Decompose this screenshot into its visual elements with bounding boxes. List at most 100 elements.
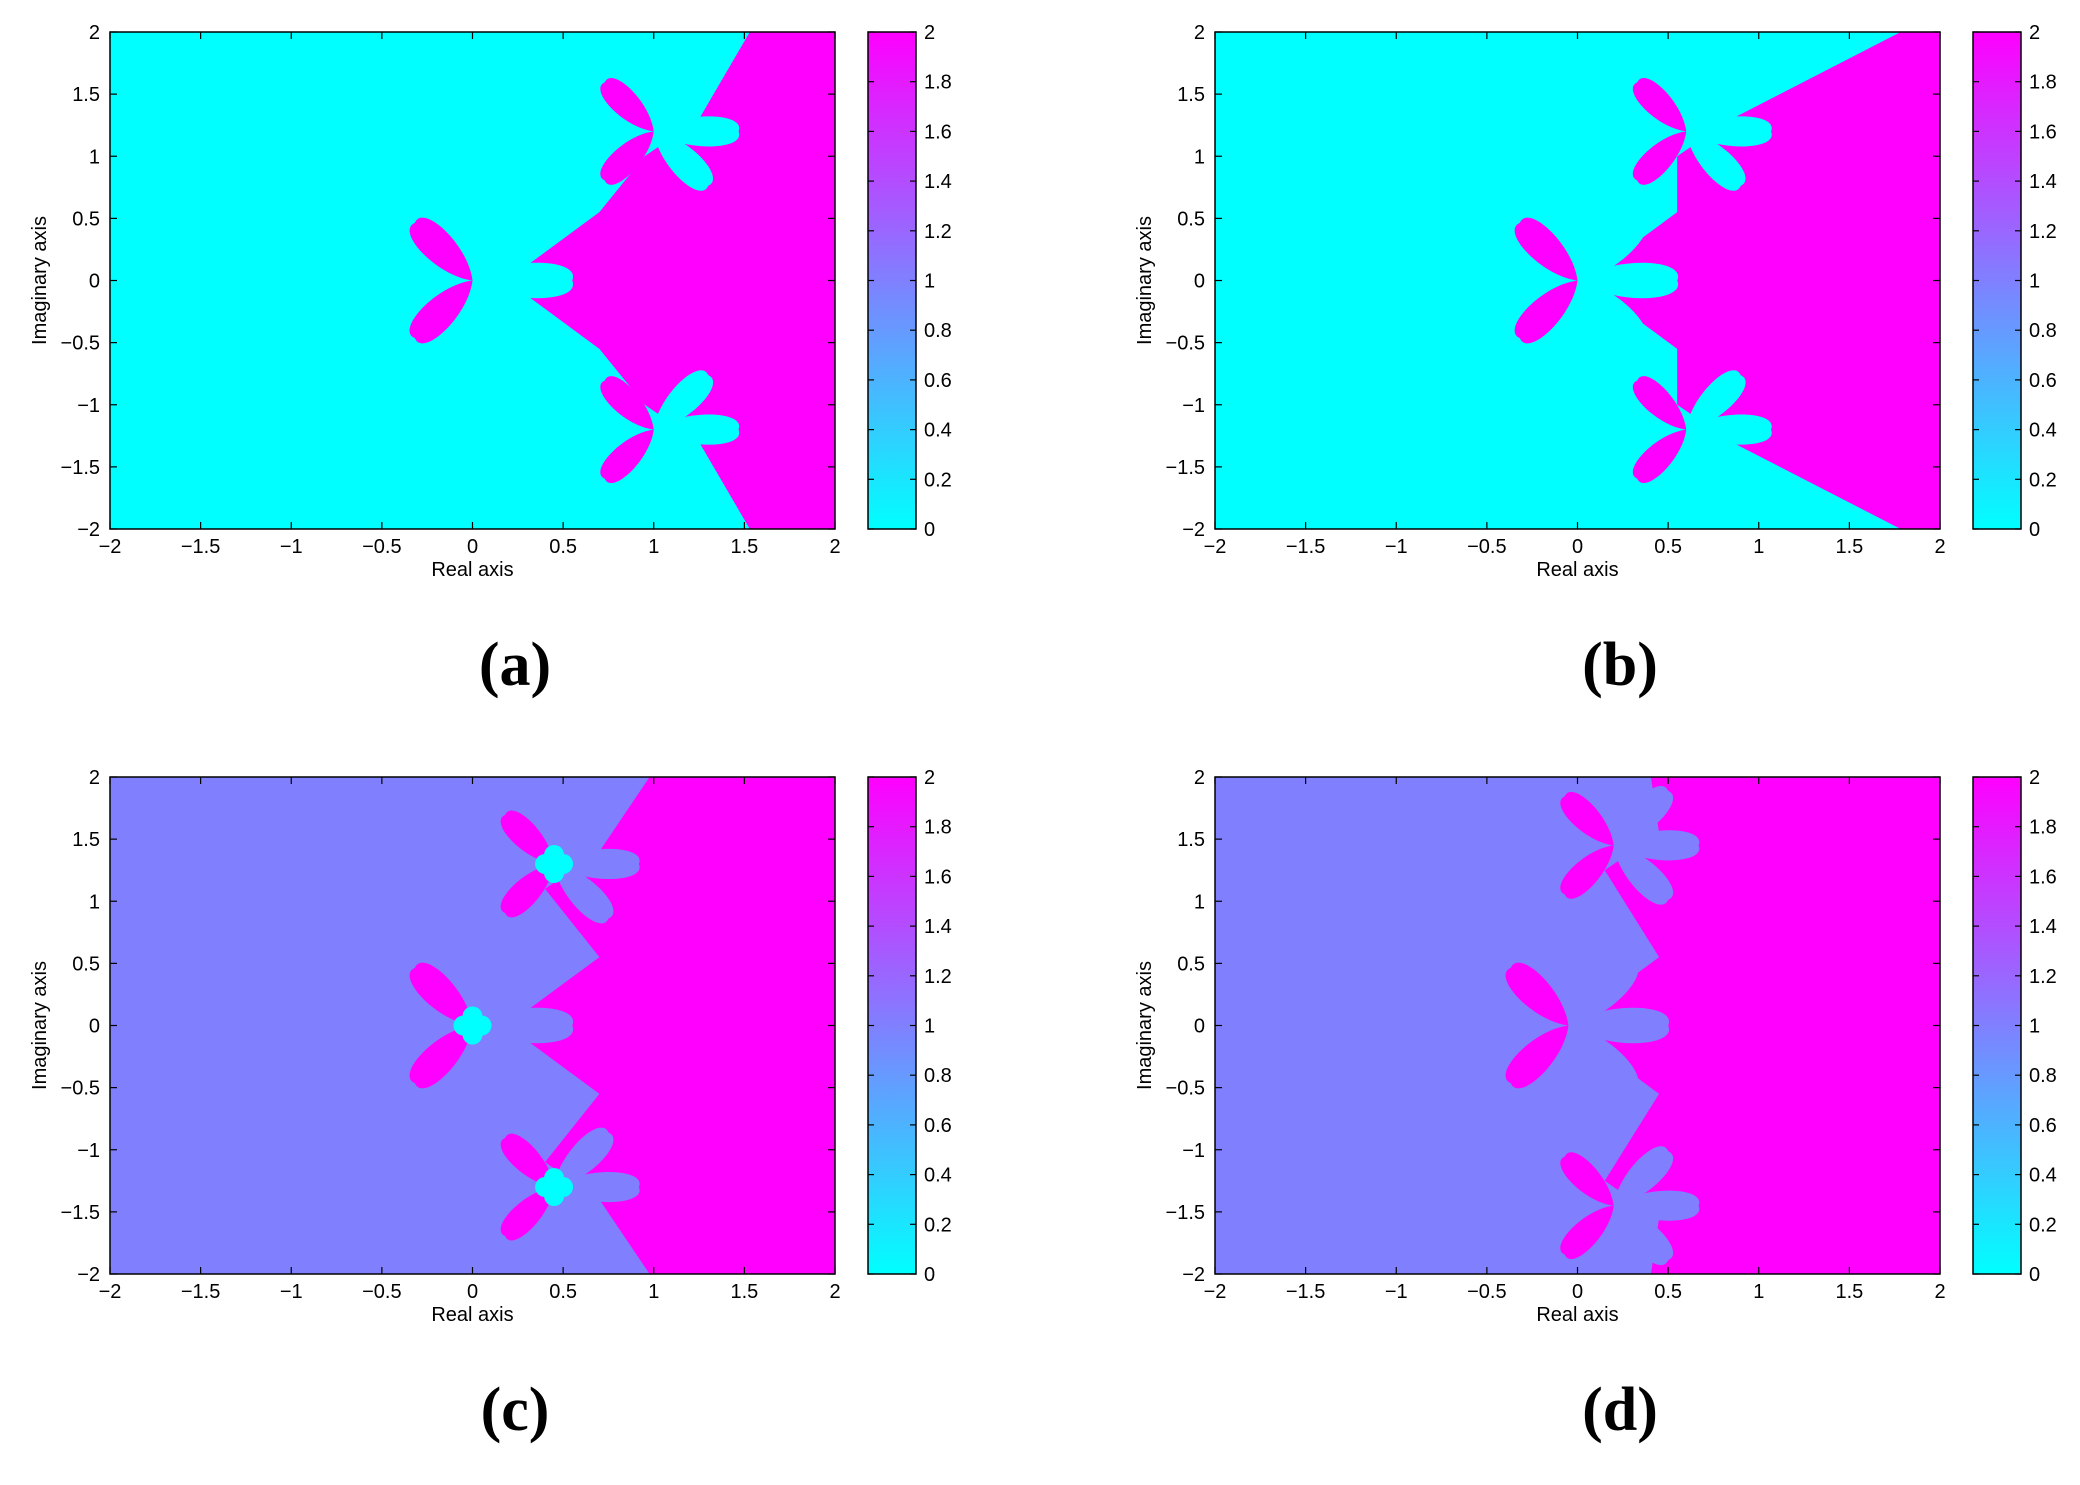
fractal-petal-right-1-2 [1613,830,1700,861]
y-tick-label: −1.5 [61,457,100,479]
colorbar-tick-label: 0 [2029,1264,2040,1286]
fractal-petal-left-2-1 [600,429,654,484]
fractal-petal-left-1-0 [1632,77,1687,132]
colorbar-tick-label: 1.4 [2029,171,2057,193]
heatmap-chart-b: −2 −1.5 −1 −0.5 0 0.5 1 1.5 2 2 1.5 1 0.5 0 −0.5 −1 −1.5… [1134,22,2057,581]
colorbar-tick-label: 0.6 [924,1115,952,1137]
x-tick-label: −0.5 [1467,1281,1506,1303]
y-tick-label: −2 [1182,1264,1205,1286]
x-tick-label: 2 [1934,536,1945,558]
x-tick-label: 0 [1572,536,1583,558]
colorbar-tick-label: 1 [2029,1016,2040,1038]
colorbar-tick-label: 1.8 [924,817,952,839]
plot-area [1215,32,1940,529]
fractal-petal-left-2-1 [500,1187,555,1241]
colorbar [867,776,917,1275]
colorbar [1972,776,2022,1275]
x-tick-label: −1.5 [181,536,220,558]
colorbar-tick-label: 1.8 [2029,817,2057,839]
caption-a: (a) [478,631,552,699]
y-tick-label: 1 [89,891,100,913]
x-tick-label: 0 [1572,1281,1583,1303]
x-tick-label: 1.5 [1835,536,1863,558]
fractal-petal-right-2-1 [554,1187,614,1247]
fractal-petal-right-0-2 [1577,262,1679,299]
colorbar-tick-label: 0.6 [2029,1115,2057,1137]
basin-region [1604,32,1940,529]
x-tick-label: −1.5 [1286,536,1325,558]
colorbar-tick-label: 2 [924,767,935,789]
colorbar [867,31,917,530]
colorbar-tick-label: 1.8 [2029,72,2057,94]
colorbar-tick-label: 1.6 [924,866,952,888]
colorbar-tick-label: 0 [924,519,935,541]
x-tick-label: −2 [99,1281,122,1303]
x-tick-label: −1 [1385,536,1408,558]
fractal-core-2-4 [544,1168,565,1189]
x-tick-label: 1.5 [1835,1281,1863,1303]
fractal-petal-right-0-0 [1577,210,1648,281]
y-axis-label: Imaginary axis [29,961,51,1090]
fractal-petal-right-1-1 [554,863,614,924]
colorbar-tick-label: 0 [2029,519,2040,541]
colorbar-tick-label: 1.4 [2029,916,2057,938]
fractal-petal-right-1-2 [1686,116,1772,147]
colorbar-tick-label: 1.2 [2029,221,2057,243]
fractal-petal-left-2-0 [1560,1152,1614,1206]
fractal-petal-right-1-0 [1613,785,1674,846]
fractal-petal-right-0-2 [1568,1007,1670,1044]
y-tick-label: 1.5 [72,829,100,851]
colorbar-tick-label: 1.8 [924,72,952,94]
colorbar-tick-label: 2 [2029,767,2040,789]
colorbar-tick-label: 0.4 [2029,420,2057,442]
y-tick-label: 1.5 [72,84,100,106]
caption-d: (d) [1582,1376,1658,1444]
y-tick-label: 1 [89,146,100,168]
chart-panel-a: −2 −1.5 −1 −0.5 0 0.5 1 1.5 2 2 1.5 1 0.5 0 −0.5 −1 −1.5… [0,0,1040,740]
x-tick-label: −1.5 [1286,1281,1325,1303]
x-tick-label: −2 [99,536,122,558]
x-tick-label: 1 [1753,1281,1764,1303]
plot-area [110,32,835,529]
y-tick-label: −0.5 [1166,1078,1205,1100]
colorbar-tick-label: 0.2 [924,1214,952,1236]
colorbar-tick-label: 1 [924,1016,935,1038]
fractal-core-1-3 [544,862,565,883]
heatmap-chart-c: −2 −1.5 −1 −0.5 0 0.5 1 1.5 2 2 1.5 1 0.5 0 −0.5 −1 −1.5… [29,767,952,1326]
fractal-petal-right-2-1 [1686,429,1746,489]
x-tick-label: 0.5 [1654,536,1682,558]
plot-area [110,777,835,1274]
y-tick-label: −2 [77,1264,100,1286]
fractal-petal-right-0-1 [472,280,543,351]
x-tick-label: 2 [829,536,840,558]
colorbar-tick-label: 2 [2029,22,2040,44]
fractal-petal-left-0-0 [1514,217,1578,281]
fractal-petal-right-1-1 [1613,845,1674,905]
y-tick-label: 0 [1194,271,1205,293]
fractal-petal-right-0-1 [472,1025,543,1096]
y-tick-label: −1 [1182,1140,1205,1162]
fractal-petal-right-2-2 [554,1171,640,1203]
fractal-petal-right-2-0 [554,1127,614,1188]
y-axis-label: Imaginary axis [1134,961,1156,1090]
fractal-petal-right-0-1 [1577,280,1648,351]
fractal-core-0-4 [462,1006,483,1027]
colorbar-tick-label: 0.2 [2029,1214,2057,1236]
fractal-petal-left-0-0 [1505,962,1569,1026]
fractal-petal-right-2-0 [1613,1146,1674,1206]
fractal-petal-right-1-0 [554,804,614,864]
basin-region [526,32,835,529]
x-tick-label: 0 [467,1281,478,1303]
fractal-petal-right-0-2 [472,1007,574,1044]
x-axis-label: Real axis [431,559,513,581]
fractal-petal-left-1-1 [1560,845,1614,899]
colorbar-tick-label: 0.6 [2029,370,2057,392]
caption-b: (b) [1582,631,1658,699]
colorbar-tick-label: 0.6 [924,370,952,392]
fractal-core-2-3 [544,1186,565,1207]
fractal-petal-left-0-1 [409,1025,473,1089]
x-tick-label: −1 [280,536,303,558]
colorbar-tick-label: 1.4 [924,916,952,938]
x-tick-label: −1 [1385,1281,1408,1303]
y-tick-label: −1 [77,395,100,417]
